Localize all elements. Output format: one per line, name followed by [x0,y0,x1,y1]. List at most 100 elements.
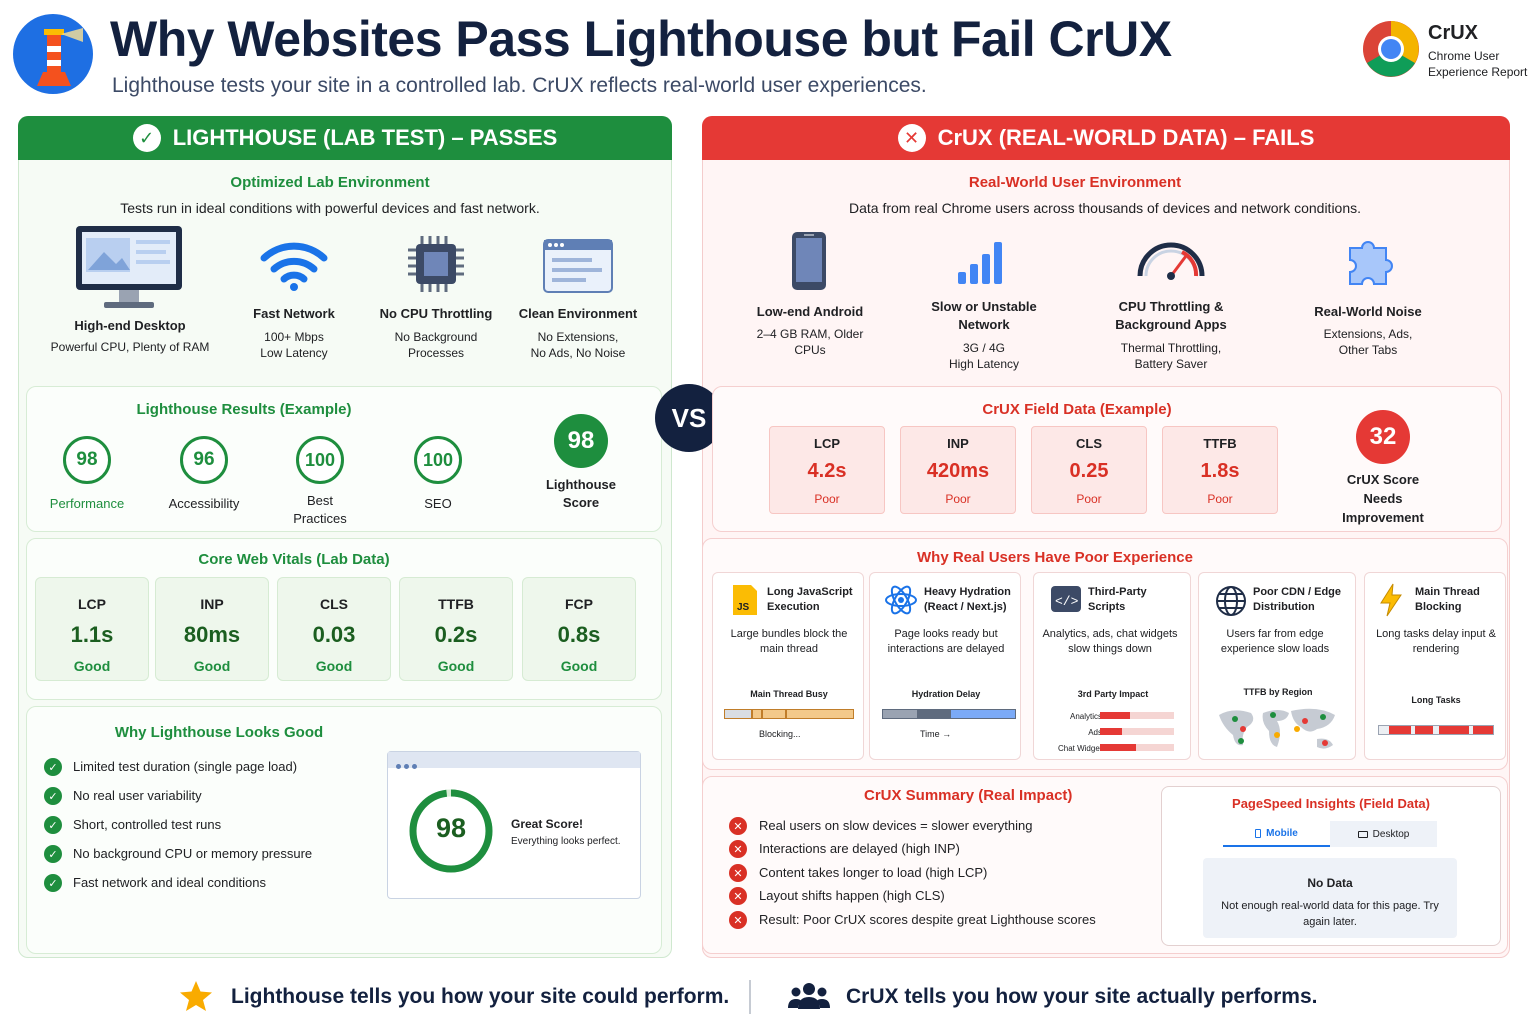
bar-label-analytics: Analytics [1069,712,1102,721]
world-map-icon [1219,708,1335,749]
cwv-lcp: LCP 1.1s Good [35,577,149,681]
crux-banner-label: CrUX (REAL-WORLD DATA) – FAILS [937,125,1315,150]
summary-title: CrUX Summary (Real Impact) [864,787,1073,804]
performance-score-ring: 98 [63,436,111,484]
check-icon: ✓ [44,758,62,776]
metric-status: Poor [945,492,971,506]
metric-value: 80ms [183,622,241,647]
x-icon: ✕ [729,840,747,858]
best-practices-score-ring: 100 [296,436,344,484]
reason-desc: Page looks ready but interactions are de… [887,628,1005,655]
why-item: Fast network and ideal conditions [73,875,266,890]
chat-bar-track [1100,744,1174,751]
field-title: CrUX Field Data (Example) [982,401,1172,418]
smartphone-icon [792,232,826,290]
reason-desc: Large bundles block the main thread [730,628,848,655]
check-icon: ✓ [44,845,62,863]
metric-status: Good [560,658,598,674]
browser-window-icon [543,239,613,293]
env-item-title: Slow or Unstable Network [931,299,1037,332]
crux-score-label: CrUX Score Needs Improvement [1342,472,1424,525]
puzzle-icon [1349,241,1393,285]
analytics-bar [1100,712,1130,719]
reason-title: Heavy Hydration (React / Next.js) [924,586,1011,613]
reason-chart-label: TTFB by Region [1243,687,1313,697]
env-item-title: High-end Desktop [74,318,186,333]
tab-desktop-label: Desktop [1372,828,1410,840]
accessibility-score-ring: 96 [180,436,228,484]
lighthouse-overall-label: Lighthouse Score [545,477,617,510]
summary-item: Result: Poor CrUX scores despite great L… [759,912,1096,927]
metric-value: 4.2s [807,460,847,482]
best-practices-label: Best Practices [293,493,347,526]
env-item-cpu-throttling: CPU Throttling & Background Apps Thermal… [1090,298,1252,372]
env-item-desc: Powerful CPU, Plenty of RAM [50,340,210,354]
tab-mobile-label: Mobile [1266,827,1298,839]
env-item-desc: No Background Processes [394,330,478,360]
main-thread-bar [724,709,854,719]
analytics-bar-track [1100,712,1174,719]
metric-value: 0.8s [557,622,601,647]
cwv-cls: CLS 0.03 Good [277,577,391,681]
crux-overall-score: 32 [1356,410,1410,464]
cpu-icon [408,236,464,292]
chat-bar [1100,744,1136,751]
metric-value: 1.8s [1200,460,1240,482]
page-subtitle: Lighthouse tests your site in a controll… [112,74,927,97]
env-item-fast-network: Fast Network 100+ Mbps Low Latency [224,306,364,361]
env-item-desc: Thermal Throttling, Battery Saver [1120,341,1222,371]
bar-label-chat: Chat Widget [1057,744,1102,753]
lightning-icon [1380,583,1402,617]
mock-score-gauge [409,789,493,873]
tab-mobile[interactable]: Mobile [1223,821,1330,847]
env-item-title: Fast Network [253,306,335,321]
lighthouse-logo-icon [13,14,93,94]
cwv-fcp: FCP 0.8s Good [522,577,636,681]
why-lighthouse-title: Why Lighthouse Looks Good [114,724,324,741]
tab-desktop[interactable]: Desktop [1330,821,1437,847]
reason-chart-label: Long Tasks [1411,695,1461,705]
reason-chart-note: Time → [920,729,952,739]
reason-chart-label: Main Thread Busy [750,689,828,699]
psi-no-data-desc: Not enough real-world data for this page… [1221,900,1439,928]
metric-value: 420ms [926,460,990,482]
metric-name: INP [947,436,969,451]
js-file-icon: JS [733,585,757,615]
reason-desc: Users far from edge experience slow load… [1220,628,1330,655]
metric-value: 1.1s [70,622,114,647]
field-ttfb: TTFB 1.8s Poor [1162,426,1278,514]
real-env-title: Real-World User Environment [968,174,1182,191]
psi-no-data-box: No Data Not enough real-world data for t… [1203,858,1457,938]
seo-label: SEO [424,496,452,511]
metric-value: 0.03 [312,622,356,647]
star-icon [180,981,212,1011]
mock-window-titlebar [388,752,640,769]
bar-label-ads: Ads [1088,728,1102,737]
env-item-no-cpu-throttling: No CPU Throttling No Background Processe… [370,306,502,361]
desktop-icon [76,226,182,308]
cwv-ttfb: TTFB 0.2s Good [399,577,513,681]
svg-text:JS: JS [737,602,750,613]
crux-brand-name: CrUX [1428,22,1479,44]
metric-status: Good [193,658,231,674]
performance-label: Performance [49,496,125,511]
reason-title: Third-Party Scripts [1088,586,1147,613]
summary-item: Layout shifts happen (high CLS) [759,888,945,903]
users-group-icon [788,983,830,1009]
lab-env-title: Optimized Lab Environment [230,174,430,191]
crux-brand-desc: Chrome User Experience Report [1428,49,1528,79]
metric-name: CLS [320,596,348,612]
env-item-high-end-desktop: High-end Desktop Powerful CPU, Plenty of… [40,318,220,355]
metric-name: INP [200,596,224,612]
x-icon: ✕ [729,864,747,882]
real-env-desc: Data from real Chrome users across thous… [848,200,1362,216]
seo-score-ring: 100 [414,436,462,484]
env-item-desc: 3G / 4G High Latency [948,341,1020,371]
check-icon: ✓ [44,816,62,834]
field-inp: INP 420ms Poor [900,426,1016,514]
field-cls: CLS 0.25 Poor [1031,426,1147,514]
mobile-icon [1255,828,1262,838]
x-icon: ✕ [729,817,747,835]
x-icon: ✕ [729,887,747,905]
check-icon: ✓ [44,787,62,805]
